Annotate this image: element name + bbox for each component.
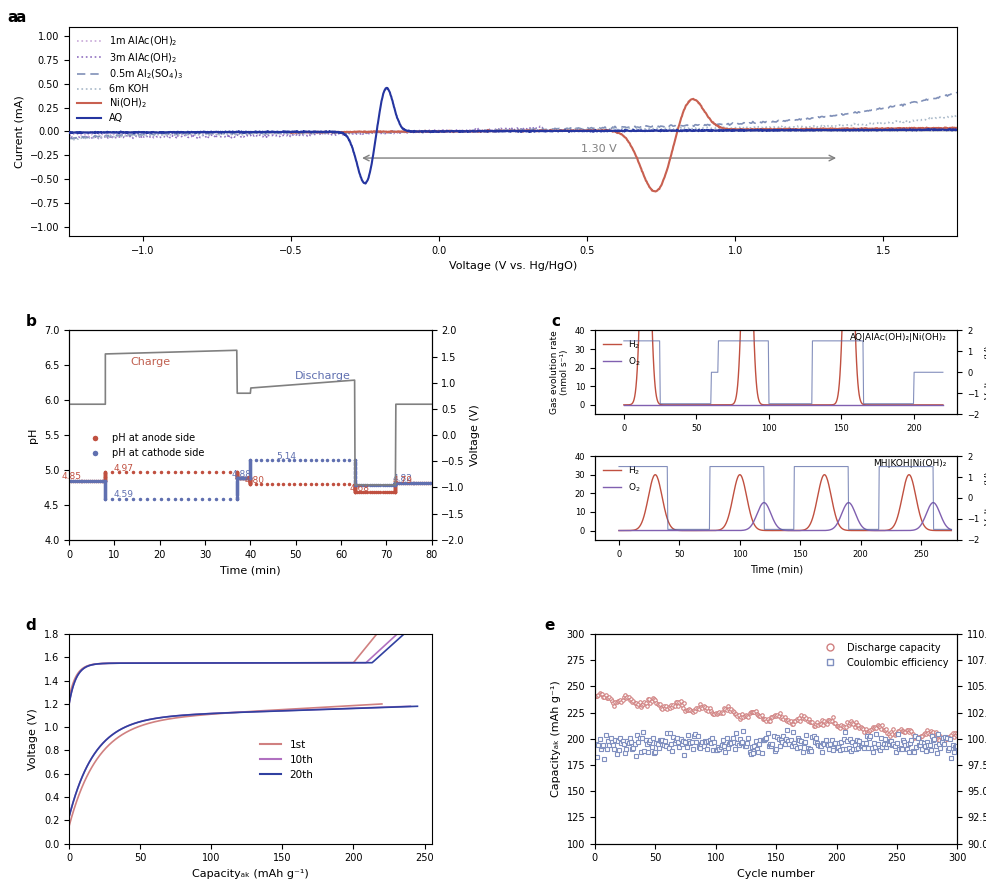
Discharge capacity	[811, 720, 823, 731]
Text: 4.88: 4.88	[231, 470, 251, 479]
Text: 4.68: 4.68	[349, 484, 369, 493]
Text: 4.80: 4.80	[245, 476, 264, 485]
O$_2$	[945, 525, 956, 535]
Line: Coulombic efficiency: Coulombic efficiency	[594, 728, 958, 761]
O$_2$	[771, 400, 783, 410]
H$_2$	[612, 525, 624, 535]
Coulombic efficiency	[806, 732, 817, 742]
H$_2$	[791, 400, 803, 410]
Discharge capacity	[805, 717, 816, 727]
Y-axis label: Voltage (V): Voltage (V)	[29, 708, 38, 770]
O$_2$	[671, 525, 683, 535]
O$_2$	[790, 400, 802, 410]
H$_2$	[734, 470, 745, 480]
Text: b: b	[26, 314, 36, 329]
Coulombic efficiency	[591, 752, 602, 763]
X-axis label: Time (min): Time (min)	[220, 565, 280, 575]
Y-axis label: Voltage (V): Voltage (V)	[984, 345, 986, 400]
Text: MH|KOH|Ni(OH)₂: MH|KOH|Ni(OH)₂	[873, 458, 946, 468]
O$_2$	[809, 525, 820, 535]
Discharge capacity	[594, 687, 605, 698]
H$_2$	[808, 400, 819, 410]
Legend: 1st, 10th, 20th: 1st, 10th, 20th	[256, 735, 317, 784]
Y-axis label: pH: pH	[29, 427, 38, 443]
Coulombic efficiency	[951, 741, 962, 751]
O$_2$	[617, 400, 629, 410]
O$_2$	[936, 400, 948, 410]
Discharge capacity	[806, 717, 817, 727]
Discharge capacity	[895, 725, 907, 736]
H$_2$	[771, 400, 783, 410]
Coulombic efficiency	[590, 739, 601, 749]
Y-axis label: Voltage (V): Voltage (V)	[470, 404, 480, 466]
Text: 5.14: 5.14	[276, 452, 297, 461]
Y-axis label: Capacityₐₖ (mAh g⁻¹): Capacityₐₖ (mAh g⁻¹)	[550, 680, 560, 797]
Text: 4.82: 4.82	[391, 474, 412, 483]
H$_2$	[929, 400, 941, 410]
X-axis label: Cycle number: Cycle number	[737, 868, 814, 879]
Line: H$_2$: H$_2$	[618, 475, 951, 530]
Y-axis label: Gas evolution rate
(nmol s⁻¹): Gas evolution rate (nmol s⁻¹)	[549, 330, 568, 414]
Legend: pH at anode side, pH at cathode side: pH at anode side, pH at cathode side	[81, 430, 208, 462]
Legend: 1m AlAc(OH)$_2$, 3m AlAc(OH)$_2$, 0.5m Al$_2$(SO$_4$)$_3$, 6m KOH, Ni(OH)$_2$, A: 1m AlAc(OH)$_2$, 3m AlAc(OH)$_2$, 0.5m A…	[74, 31, 185, 126]
Coulombic efficiency	[780, 725, 792, 735]
H$_2$	[671, 525, 683, 535]
Coulombic efficiency	[919, 746, 931, 757]
O$_2$	[698, 525, 710, 535]
Line: H$_2$: H$_2$	[623, 125, 942, 405]
H$_2$	[880, 400, 891, 410]
Line: O$_2$: O$_2$	[618, 503, 951, 530]
O$_2$	[842, 497, 854, 508]
Text: Discharge: Discharge	[295, 371, 350, 381]
Text: 1.30 V: 1.30 V	[581, 144, 616, 155]
Discharge capacity	[951, 728, 962, 739]
Text: AQ|AlAc(OH)₂|Ni(OH)₂: AQ|AlAc(OH)₂|Ni(OH)₂	[849, 333, 946, 342]
O$_2$	[769, 400, 781, 410]
Text: a: a	[16, 11, 27, 26]
Text: 4.97: 4.97	[113, 464, 133, 472]
O$_2$	[929, 400, 941, 410]
Coulombic efficiency	[807, 731, 818, 741]
Text: 4.79: 4.79	[391, 476, 412, 486]
Coulombic efficiency	[598, 754, 609, 765]
X-axis label: Time (min): Time (min)	[748, 564, 802, 575]
Line: Discharge capacity: Discharge capacity	[594, 692, 958, 745]
Legend: Discharge capacity, Coulombic efficiency: Discharge capacity, Coulombic efficiency	[815, 639, 951, 671]
Text: d: d	[26, 618, 36, 633]
Discharge capacity	[591, 690, 602, 701]
Y-axis label: Current (mA): Current (mA)	[14, 95, 24, 168]
H$_2$	[863, 525, 875, 535]
H$_2$	[809, 502, 820, 512]
Text: c: c	[551, 314, 560, 329]
Coulombic efficiency	[896, 735, 908, 746]
Discharge capacity	[590, 691, 601, 702]
Legend: H$_2$, O$_2$: H$_2$, O$_2$	[599, 335, 644, 372]
H$_2$	[945, 525, 956, 535]
Discharge capacity	[918, 727, 930, 738]
H$_2$	[769, 400, 781, 410]
H$_2$	[639, 120, 651, 131]
O$_2$	[762, 504, 774, 515]
Text: e: e	[543, 618, 554, 633]
Y-axis label: Voltage (V): Voltage (V)	[984, 471, 986, 525]
Coulombic efficiency	[812, 741, 824, 751]
H$_2$	[936, 400, 948, 410]
O$_2$	[807, 400, 818, 410]
H$_2$	[698, 525, 710, 535]
Legend: H$_2$, O$_2$: H$_2$, O$_2$	[599, 461, 644, 497]
H$_2$	[763, 525, 775, 535]
Text: 4.85: 4.85	[61, 472, 81, 481]
H$_2$	[835, 523, 847, 534]
Discharge capacity	[938, 738, 950, 749]
O$_2$	[863, 525, 875, 535]
O$_2$	[834, 511, 846, 521]
O$_2$	[879, 400, 890, 410]
X-axis label: Capacityₐₖ (mAh g⁻¹): Capacityₐₖ (mAh g⁻¹)	[192, 868, 309, 879]
H$_2$	[617, 400, 629, 410]
O$_2$	[612, 525, 624, 535]
Text: 4.59: 4.59	[113, 490, 133, 499]
Text: a: a	[7, 11, 18, 26]
X-axis label: Voltage (V vs. Hg/HgO): Voltage (V vs. Hg/HgO)	[449, 261, 577, 272]
Text: Charge: Charge	[130, 357, 171, 368]
